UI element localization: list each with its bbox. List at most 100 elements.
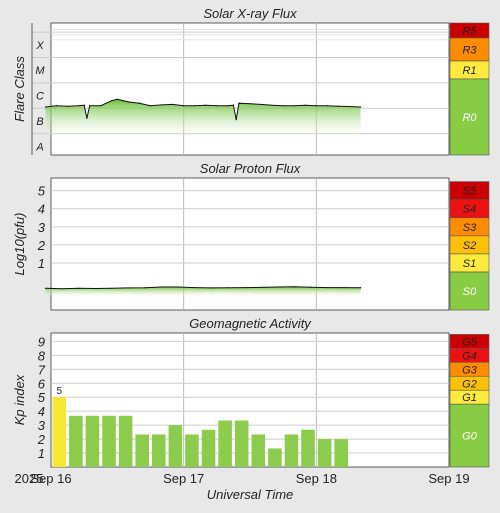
proton-flux-point bbox=[111, 287, 113, 289]
proton-flux-point bbox=[177, 286, 179, 288]
kp-bar bbox=[284, 434, 299, 467]
xray-flux-point bbox=[127, 101, 129, 103]
xray-flux-point bbox=[227, 105, 229, 107]
bar-data-label: 5 bbox=[57, 386, 63, 397]
xray-flux-point bbox=[66, 105, 69, 107]
y-tick-label: 3 bbox=[38, 418, 46, 433]
x-tick-label: Sep 16 bbox=[30, 471, 71, 486]
xray-flux-point bbox=[271, 104, 273, 106]
kp-bar bbox=[317, 439, 332, 467]
xray-flux-point bbox=[293, 105, 295, 107]
xray-flux-point bbox=[183, 105, 185, 107]
xray-flux-point bbox=[235, 119, 237, 121]
x-tick-label: Sep 19 bbox=[428, 471, 469, 486]
xray-flux-fill bbox=[45, 99, 361, 142]
proton-flux-point bbox=[160, 286, 163, 288]
xray-flux-point bbox=[160, 104, 163, 106]
scale-band-label: S2 bbox=[463, 240, 476, 252]
scale-band-label: R5 bbox=[462, 26, 477, 38]
scale-band-r0 bbox=[449, 78, 490, 156]
proton-flux-point bbox=[293, 286, 295, 288]
x-tick-label: Sep 17 bbox=[163, 471, 204, 486]
scale-band-label: G2 bbox=[462, 378, 477, 390]
class-label: A bbox=[35, 141, 43, 153]
proton-flux-fill bbox=[45, 286, 361, 298]
proton-flux-point bbox=[61, 288, 63, 290]
kp-bar bbox=[301, 429, 315, 467]
xray-flux-point bbox=[260, 103, 262, 106]
scale-band-label: G3 bbox=[462, 364, 478, 376]
xray-flux-point bbox=[111, 100, 113, 102]
xray-flux-point bbox=[83, 104, 85, 106]
y-axis-label: Log10(pfu) bbox=[12, 213, 27, 276]
xray-flux-point bbox=[232, 104, 235, 106]
scale-band-label: R0 bbox=[462, 112, 477, 124]
kp-bar bbox=[218, 420, 232, 467]
proton-flux-point bbox=[44, 287, 47, 289]
class-label: C bbox=[36, 91, 44, 103]
kp-bar bbox=[85, 415, 100, 467]
y-axis-label: Kp index bbox=[12, 374, 27, 425]
kp-bar bbox=[251, 434, 266, 467]
y-tick-label: 4 bbox=[38, 404, 45, 419]
panel-title: Solar Proton Flux bbox=[200, 161, 301, 176]
proton-flux-point bbox=[243, 286, 246, 289]
xray-flux-point bbox=[194, 105, 196, 107]
class-label: X bbox=[35, 40, 44, 52]
scale-band-label: G0 bbox=[462, 431, 478, 443]
y-tick-label: 1 bbox=[38, 256, 45, 271]
xray-flux-point bbox=[138, 102, 141, 104]
proton-flux-point bbox=[227, 287, 229, 289]
kp-bar bbox=[201, 429, 216, 467]
xray-flux-point bbox=[216, 105, 218, 107]
kp-bar bbox=[118, 415, 133, 467]
scale-band-label: G1 bbox=[462, 392, 477, 404]
kp-bar bbox=[69, 415, 83, 467]
proton-flux-point bbox=[260, 286, 262, 288]
scale-band-label: G5 bbox=[462, 336, 478, 348]
xray-flux-point bbox=[326, 105, 328, 107]
proton-flux-line bbox=[45, 286, 361, 290]
xray-flux-point bbox=[205, 104, 207, 106]
y-tick-label: 1 bbox=[38, 446, 45, 461]
scale-band-label: R1 bbox=[462, 65, 476, 77]
kp-bar bbox=[168, 425, 183, 467]
x-year-label: 2025 bbox=[15, 471, 44, 486]
xray-flux-point bbox=[55, 105, 58, 107]
xray-flux-point bbox=[149, 105, 152, 107]
xray-flux-point bbox=[315, 105, 317, 107]
kp-bar bbox=[135, 434, 149, 467]
scale-band-label: S0 bbox=[463, 286, 477, 298]
scale-band-g0 bbox=[449, 403, 490, 468]
kp-bar bbox=[268, 448, 282, 467]
y-tick-label: 9 bbox=[38, 334, 45, 349]
y-tick-label: 5 bbox=[38, 184, 46, 199]
proton-flux-point bbox=[78, 287, 80, 289]
y-tick-label: 3 bbox=[38, 220, 46, 235]
xray-flux-point bbox=[348, 105, 351, 108]
y-tick-label: 2 bbox=[37, 238, 46, 253]
y-tick-label: 8 bbox=[38, 348, 46, 363]
scale-band-label: S4 bbox=[463, 204, 476, 216]
proton-flux-point bbox=[310, 286, 312, 288]
class-label: M bbox=[35, 65, 45, 77]
panel-title: Solar X-ray Flux bbox=[203, 6, 297, 21]
proton-flux-point bbox=[210, 287, 212, 289]
kp-bar bbox=[52, 397, 67, 467]
kp-bar bbox=[234, 420, 249, 467]
proton-flux-point bbox=[359, 287, 362, 289]
kp-bar bbox=[334, 439, 348, 467]
scale-band-s0 bbox=[449, 271, 490, 311]
proton-flux-point bbox=[94, 287, 96, 290]
scale-band-label: S1 bbox=[463, 258, 476, 270]
xray-flux-point bbox=[122, 100, 124, 102]
y-axis-label: Flare Class bbox=[12, 56, 27, 122]
xray-flux-point bbox=[86, 117, 88, 119]
proton-flux-point bbox=[194, 286, 196, 289]
xray-flux-point bbox=[44, 106, 47, 108]
xray-flux-point bbox=[359, 106, 362, 108]
xray-flux-point bbox=[249, 103, 251, 105]
proton-flux-point bbox=[144, 287, 146, 289]
